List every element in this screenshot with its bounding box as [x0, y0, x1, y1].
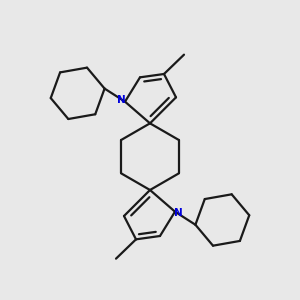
Text: N: N — [117, 95, 126, 105]
Text: N: N — [174, 208, 183, 218]
